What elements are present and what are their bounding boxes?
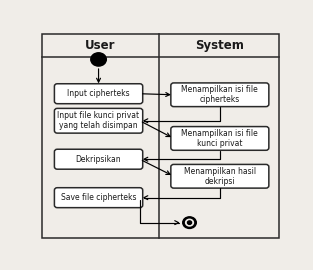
Text: Menampilkan isi file
kunci privat: Menampilkan isi file kunci privat (182, 129, 258, 148)
FancyBboxPatch shape (54, 188, 143, 208)
FancyBboxPatch shape (54, 84, 143, 104)
Text: User: User (85, 39, 115, 52)
Text: Save file cipherteks: Save file cipherteks (61, 193, 136, 202)
Text: Menampilkan isi file
cipherteks: Menampilkan isi file cipherteks (182, 85, 258, 104)
Text: Input file kunci privat
yang telah disimpan: Input file kunci privat yang telah disim… (58, 111, 140, 130)
Text: System: System (195, 39, 244, 52)
FancyBboxPatch shape (54, 149, 143, 169)
Circle shape (91, 53, 106, 66)
Text: Dekripsikan: Dekripsikan (76, 155, 121, 164)
FancyBboxPatch shape (42, 35, 279, 238)
FancyBboxPatch shape (171, 164, 269, 188)
FancyBboxPatch shape (54, 108, 143, 133)
Circle shape (186, 219, 193, 226)
Circle shape (187, 221, 192, 224)
FancyBboxPatch shape (171, 127, 269, 150)
FancyBboxPatch shape (171, 83, 269, 107)
Text: Menampilkan hasil
dekripsi: Menampilkan hasil dekripsi (184, 167, 256, 186)
Circle shape (183, 217, 196, 228)
Text: Input cipherteks: Input cipherteks (67, 89, 130, 98)
